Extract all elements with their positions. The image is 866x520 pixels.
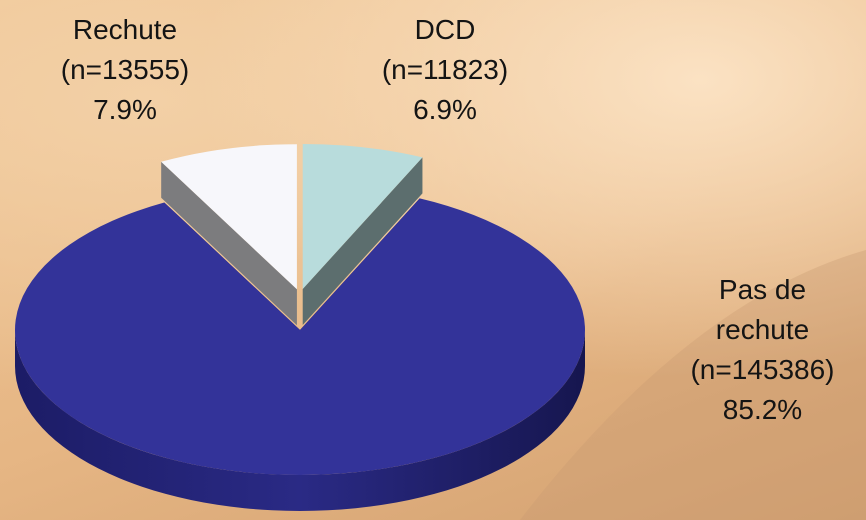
slice-label: DCD (n=11823) 6.9% [360,10,530,130]
slice [302,143,423,289]
category-label: DCD [414,14,476,45]
slice-side [15,330,585,511]
value-label: 85.2% [722,394,803,425]
slice-face [302,157,423,325]
count-label: (n=13555) [60,54,190,85]
slice [14,198,585,475]
category-label: Pas de rechute [715,274,810,345]
count-label: (n=11823) [381,54,509,85]
value-label: 7.9% [93,94,157,125]
background-hill [520,250,866,520]
slice [161,144,297,290]
slice-face [161,161,297,326]
slice-label: Pas de rechute (n=145386) 85.2% [670,270,855,430]
category-label: Rechute [72,14,178,45]
value-label: 6.9% [413,94,477,125]
slice-label: Rechute (n=13555) 7.9% [40,10,210,130]
count-label: (n=145386) [690,354,835,385]
